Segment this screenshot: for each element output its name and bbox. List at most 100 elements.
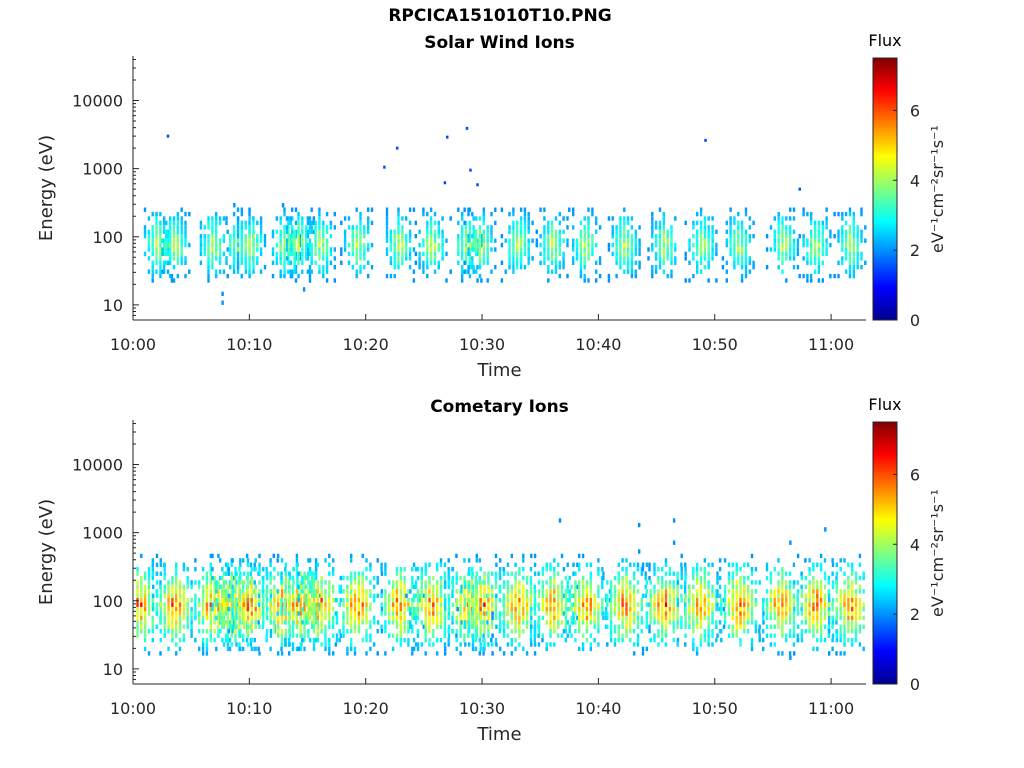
flux-cell xyxy=(283,207,286,212)
flux-cell xyxy=(397,229,400,234)
flux-cell xyxy=(258,606,261,612)
flux-cell xyxy=(537,571,540,576)
flux-cell xyxy=(583,273,586,279)
flux-cell xyxy=(320,624,323,629)
flux-cell xyxy=(276,611,279,616)
flux-cell xyxy=(664,589,668,594)
flux-cell xyxy=(455,637,458,643)
flux-cell xyxy=(758,633,761,638)
flux-cell xyxy=(550,229,554,234)
flux-cell xyxy=(373,598,376,603)
flux-cell xyxy=(537,624,541,629)
flux-cell xyxy=(500,260,504,265)
flux-cell xyxy=(664,558,668,563)
flux-cell xyxy=(796,247,800,252)
flux-cell xyxy=(487,624,490,629)
flux-cell xyxy=(355,207,358,212)
flux-cell xyxy=(218,256,222,261)
flux-cell xyxy=(439,558,443,563)
flux-cell xyxy=(393,229,396,234)
flux-cell xyxy=(209,562,212,567)
flux-cell xyxy=(468,589,471,594)
flux-cell xyxy=(788,606,792,612)
flux-cell xyxy=(638,238,641,243)
flux-cell xyxy=(623,207,626,212)
flux-cell xyxy=(314,571,318,576)
flux-cell xyxy=(468,265,472,270)
flux-cell xyxy=(692,225,695,230)
flux-cell xyxy=(731,629,734,634)
flux-cell xyxy=(566,238,569,243)
flux-cell xyxy=(692,584,695,590)
flux-cell xyxy=(224,598,228,603)
flux-cell xyxy=(418,256,421,261)
flux-cell xyxy=(858,642,862,647)
flux-cell xyxy=(494,598,498,603)
flux-cell xyxy=(184,273,187,279)
flux-cell xyxy=(547,225,550,230)
flux-cell xyxy=(630,260,634,265)
flux-cell xyxy=(816,615,819,621)
flux-cell xyxy=(743,624,746,629)
flux-cell xyxy=(539,251,542,257)
flux-cell xyxy=(851,611,854,616)
flux-cell xyxy=(634,234,637,239)
flux-cell xyxy=(262,567,265,572)
y-tick-label: 10 xyxy=(103,660,123,679)
flux-cell xyxy=(733,242,736,248)
flux-cell xyxy=(328,598,331,603)
flux-cell xyxy=(258,624,261,629)
flux-cell xyxy=(279,269,282,274)
flux-cell xyxy=(785,238,788,243)
flux-cell xyxy=(353,602,357,607)
flux-cell xyxy=(781,229,784,234)
flux-cell xyxy=(277,633,280,638)
flux-cell xyxy=(172,216,176,221)
flux-cell xyxy=(295,571,299,576)
flux-cell xyxy=(658,242,662,248)
flux-cell xyxy=(316,633,319,638)
flux-cell xyxy=(343,234,347,239)
flux-cell xyxy=(250,615,253,621)
flux-cell xyxy=(733,216,736,221)
flux-cell xyxy=(851,620,854,625)
flux-cell xyxy=(405,251,408,257)
flux-cell xyxy=(441,256,444,261)
flux-cell xyxy=(258,611,261,616)
flux-cell xyxy=(828,593,831,598)
flux-cell xyxy=(441,242,444,248)
flux-cell xyxy=(848,260,852,265)
flux-cell xyxy=(568,629,571,634)
flux-cell xyxy=(543,207,546,212)
flux-cell xyxy=(361,602,364,607)
flux-cell xyxy=(828,651,831,656)
flux-cell xyxy=(670,260,673,265)
flux-cell xyxy=(587,238,590,243)
flux-cell xyxy=(182,567,186,572)
flux-cell xyxy=(529,611,533,616)
flux-cell xyxy=(256,247,259,252)
flux-cell xyxy=(307,571,310,576)
flux-cell xyxy=(699,234,703,239)
flux-cell xyxy=(482,242,485,248)
flux-cell xyxy=(653,637,656,643)
flux-cell xyxy=(518,584,521,590)
flux-cell xyxy=(188,242,191,248)
flux-cell xyxy=(468,642,471,647)
flux-cell xyxy=(194,567,197,572)
flux-cell xyxy=(494,602,498,607)
flux-cell xyxy=(258,562,261,567)
flux-cell xyxy=(461,234,464,239)
flux-cell xyxy=(812,646,815,652)
flux-cell xyxy=(363,225,366,230)
flux-cell xyxy=(151,269,154,274)
flux-cell xyxy=(447,584,451,590)
flux-cell xyxy=(578,620,581,625)
flux-cell xyxy=(353,646,357,652)
flux-cell xyxy=(733,220,736,226)
flux-cell xyxy=(781,629,784,634)
flux-cell xyxy=(529,637,533,643)
flux-cell xyxy=(707,260,710,265)
flux-cell xyxy=(789,655,792,660)
flux-cell xyxy=(147,238,151,243)
